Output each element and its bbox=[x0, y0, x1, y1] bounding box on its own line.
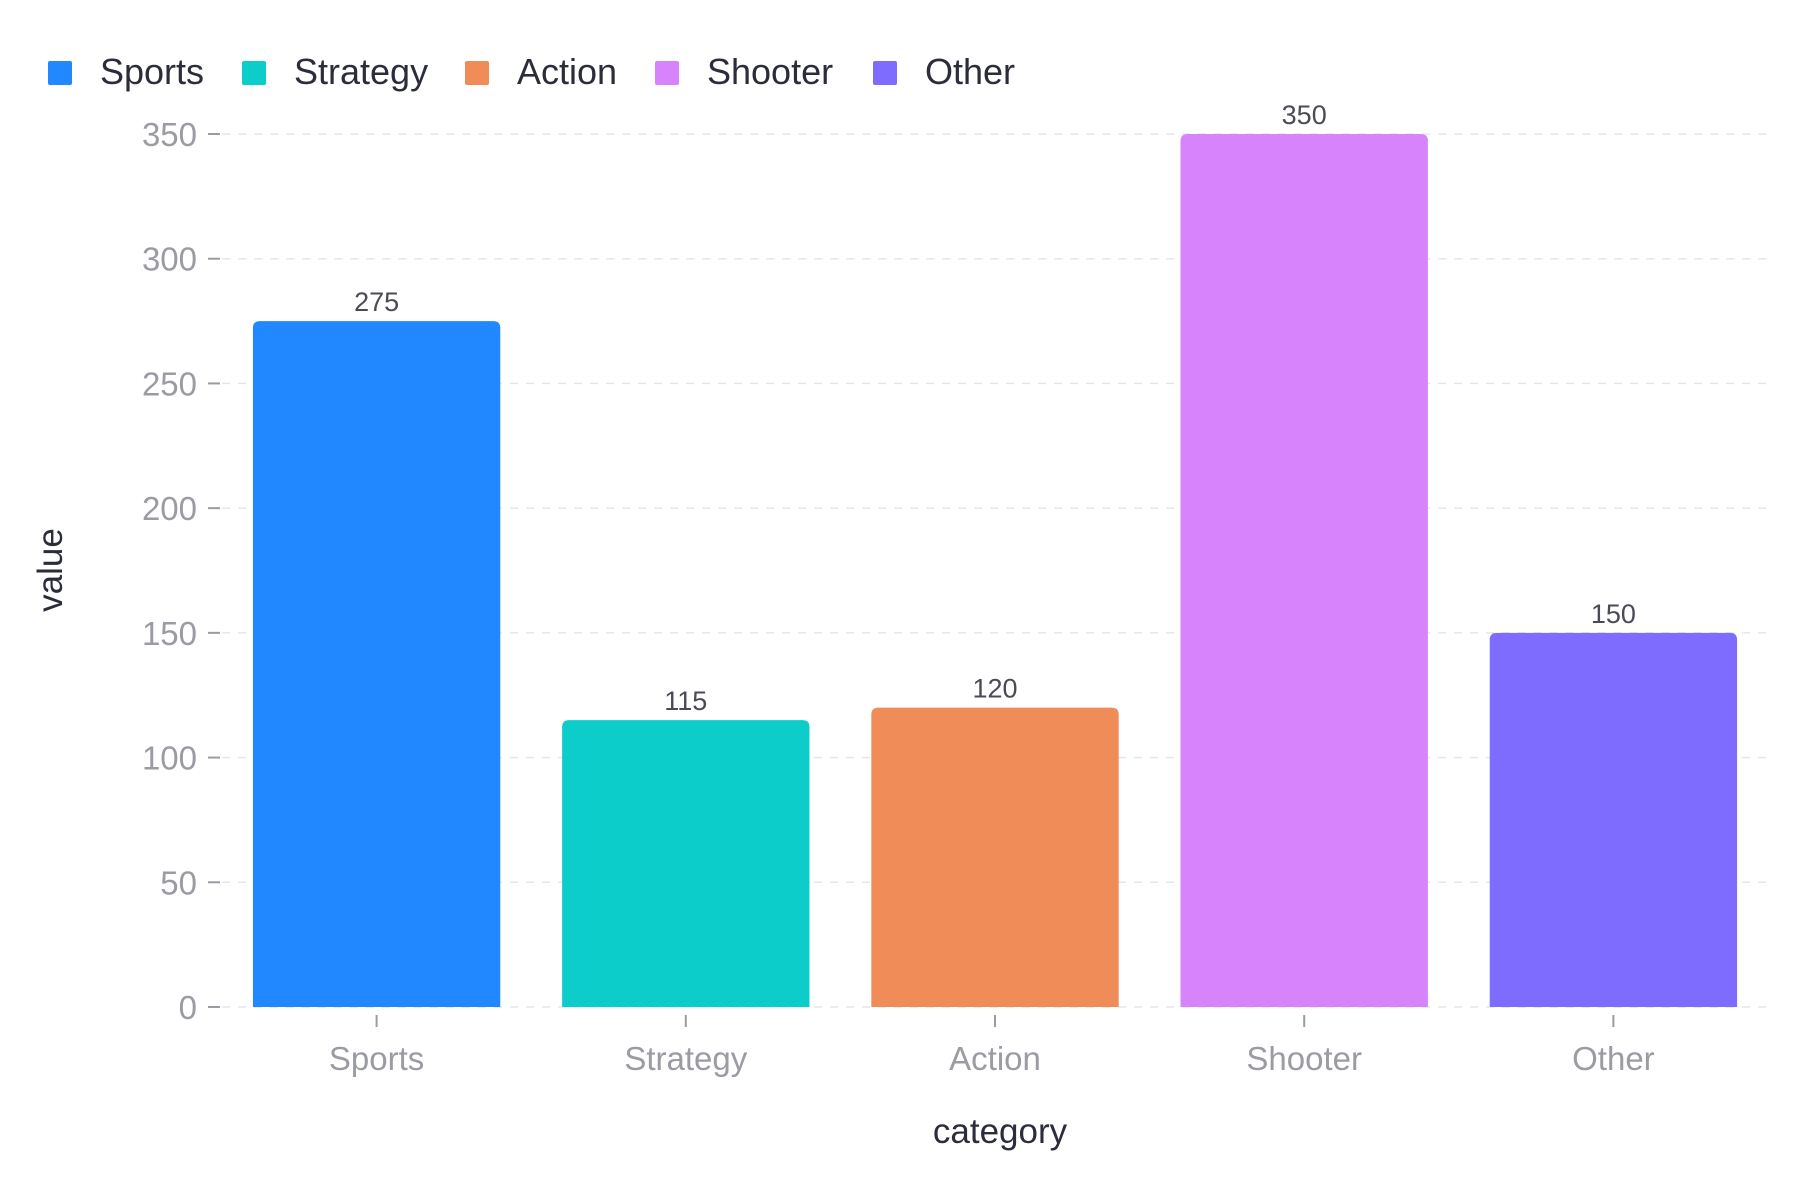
y-tick-label: 300 bbox=[142, 241, 197, 278]
x-tick-label-action: Action bbox=[949, 1040, 1041, 1077]
x-tick-label-other: Other bbox=[1572, 1040, 1655, 1077]
data-labels: 275 115 120 350 150 bbox=[354, 100, 1636, 716]
data-label-sports: 275 bbox=[354, 287, 399, 317]
x-axis: Sports Strategy Action Shooter Other bbox=[329, 1015, 1655, 1077]
legend-swatch-sports bbox=[48, 61, 72, 85]
x-tick-label-strategy: Strategy bbox=[624, 1040, 747, 1077]
legend-label-action: Action bbox=[517, 51, 617, 92]
legend-label-shooter: Shooter bbox=[707, 51, 833, 92]
y-tick-label: 150 bbox=[142, 615, 197, 652]
legend-swatch-strategy bbox=[242, 61, 266, 85]
legend-swatch-shooter bbox=[655, 61, 679, 85]
bar-strategy bbox=[562, 720, 810, 1007]
bar-action bbox=[871, 707, 1119, 1007]
x-tick-label-shooter: Shooter bbox=[1246, 1040, 1362, 1077]
data-label-shooter: 350 bbox=[1282, 100, 1327, 130]
bar-sports bbox=[252, 321, 501, 1008]
legend-label-strategy: Strategy bbox=[294, 51, 428, 92]
legend: Sports Strategy Action Shooter Other bbox=[48, 51, 1015, 92]
y-axis: 0 50 100 150 200 250 300 350 bbox=[142, 116, 220, 1026]
bars bbox=[252, 134, 1738, 1008]
y-tick-label: 250 bbox=[142, 365, 197, 402]
y-tick-label: 200 bbox=[142, 490, 197, 527]
legend-label-other: Other bbox=[925, 51, 1015, 92]
y-tick-label: 100 bbox=[142, 740, 197, 777]
legend-swatch-action bbox=[465, 61, 489, 85]
y-tick-label: 0 bbox=[179, 989, 197, 1026]
x-axis-title: category bbox=[933, 1112, 1068, 1151]
y-tick-label: 350 bbox=[142, 116, 197, 153]
x-tick-label-sports: Sports bbox=[329, 1040, 424, 1077]
legend-swatch-other bbox=[873, 61, 897, 85]
legend-label-sports: Sports bbox=[100, 51, 204, 92]
data-label-strategy: 115 bbox=[664, 686, 707, 716]
bar-other bbox=[1489, 632, 1738, 1007]
y-axis-title: value bbox=[31, 528, 70, 612]
data-label-action: 120 bbox=[972, 674, 1017, 704]
bar-shooter bbox=[1180, 134, 1428, 1007]
data-label-other: 150 bbox=[1591, 599, 1636, 629]
y-tick-label: 50 bbox=[160, 864, 197, 901]
